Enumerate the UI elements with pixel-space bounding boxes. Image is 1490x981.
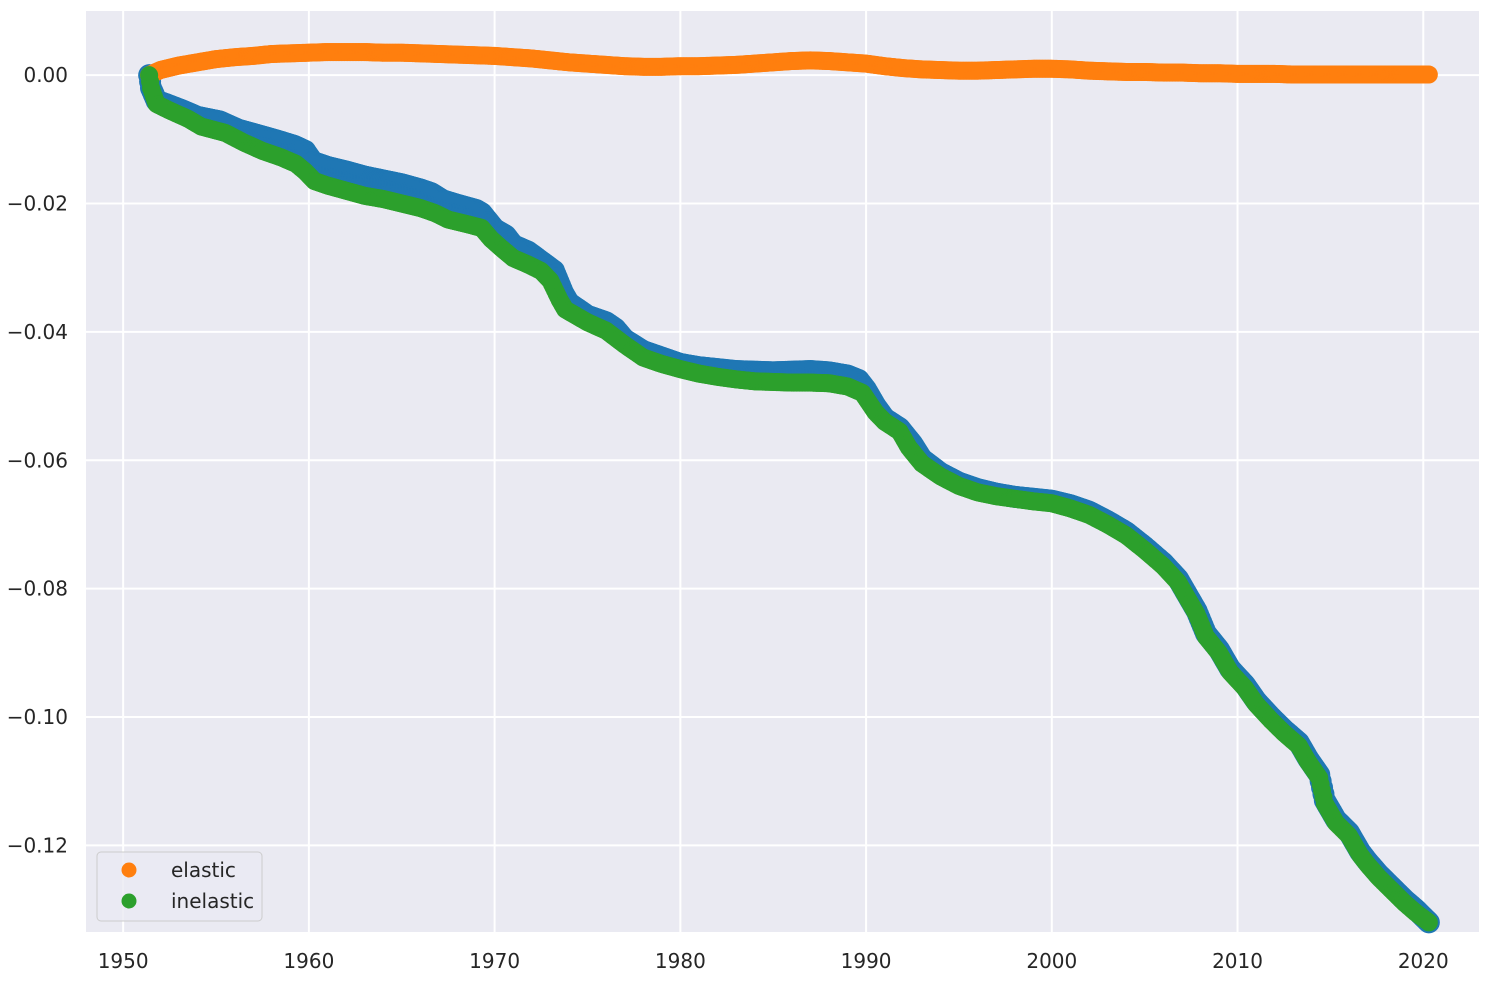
x-tick-label: 2010 bbox=[1212, 949, 1263, 973]
x-tick-label: 1950 bbox=[98, 949, 149, 973]
y-tick-label: −0.10 bbox=[7, 705, 68, 729]
x-tick-label: 2000 bbox=[1026, 949, 1077, 973]
y-tick-label: −0.06 bbox=[7, 448, 68, 472]
y-axis-ticks: 0.00 −0.02 −0.04 −0.06 −0.08 −0.10 −0.12 bbox=[7, 63, 68, 857]
legend-marker-inelastic bbox=[121, 893, 137, 909]
y-tick-label: −0.02 bbox=[7, 192, 68, 216]
grid-lines bbox=[86, 11, 1479, 932]
legend-label-inelastic: inelastic bbox=[171, 889, 254, 913]
legend-box bbox=[96, 851, 263, 922]
y-tick-label: −0.12 bbox=[7, 833, 68, 857]
y-tick-label: −0.08 bbox=[7, 577, 68, 601]
y-tick-label: 0.00 bbox=[23, 63, 68, 87]
legend-label-elastic: elastic bbox=[171, 858, 236, 882]
legend: elastic inelastic bbox=[96, 851, 263, 922]
data-point bbox=[1419, 65, 1438, 84]
legend-marker-elastic bbox=[121, 862, 137, 878]
y-tick-label: −0.04 bbox=[7, 320, 68, 344]
x-axis-ticks: 1950 1960 1970 1980 1990 2000 2010 2020 bbox=[98, 949, 1449, 973]
x-tick-label: 1970 bbox=[469, 949, 520, 973]
x-tick-label: 2020 bbox=[1398, 949, 1449, 973]
x-tick-label: 1960 bbox=[283, 949, 334, 973]
series-inelastic bbox=[140, 66, 1438, 932]
data-series bbox=[138, 43, 1440, 934]
x-tick-label: 1990 bbox=[841, 949, 892, 973]
x-tick-label: 1980 bbox=[655, 949, 706, 973]
data-point bbox=[1419, 913, 1438, 932]
